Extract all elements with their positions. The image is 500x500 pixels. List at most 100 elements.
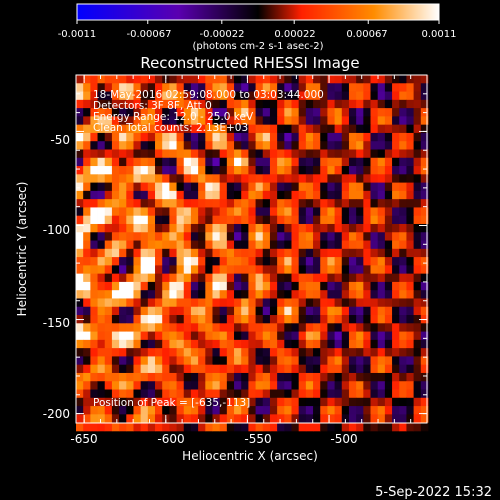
heatmap-cell bbox=[399, 298, 407, 308]
y-axis-title: Heliocentric Y (arcsec) bbox=[15, 182, 29, 317]
heatmap-cell bbox=[248, 406, 256, 415]
heatmap-cell bbox=[133, 75, 142, 84]
heatmap-cell bbox=[97, 281, 106, 291]
heatmap-cell bbox=[190, 91, 199, 101]
heatmap-cell bbox=[176, 339, 185, 349]
heatmap-cell bbox=[76, 372, 84, 382]
heatmap-cell bbox=[399, 91, 407, 101]
heatmap-cell bbox=[305, 149, 314, 159]
heatmap-cell bbox=[413, 364, 422, 374]
heatmap-cell bbox=[277, 215, 285, 225]
heatmap-cell bbox=[169, 99, 177, 109]
heatmap-cell bbox=[291, 348, 300, 357]
heatmap-cell bbox=[226, 174, 235, 183]
heatmap-cell bbox=[205, 166, 213, 175]
y-tick-label-2: -150 bbox=[43, 316, 70, 330]
heatmap-cell bbox=[313, 157, 321, 167]
heatmap-cell bbox=[399, 166, 407, 175]
heatmap-cell bbox=[90, 306, 98, 316]
heatmap-cell bbox=[176, 141, 185, 150]
heatmap-cell bbox=[140, 298, 149, 308]
heatmap-cell bbox=[377, 232, 386, 241]
heatmap-cell bbox=[313, 108, 321, 117]
heatmap-cell bbox=[183, 406, 192, 415]
heatmap-cell bbox=[370, 331, 379, 341]
heatmap-cell bbox=[119, 174, 127, 183]
heatmap-cell bbox=[234, 141, 242, 150]
heatmap-cell bbox=[212, 406, 221, 415]
heatmap-cell bbox=[198, 356, 206, 366]
heatmap-cell bbox=[169, 223, 177, 233]
heatmap-cell bbox=[334, 364, 343, 374]
heatmap-cell bbox=[219, 364, 228, 374]
heatmap-cell bbox=[269, 75, 278, 84]
heatmap-cell bbox=[320, 108, 328, 117]
heatmap-cell bbox=[176, 232, 185, 241]
heatmap-cell bbox=[140, 240, 149, 250]
heatmap-cell bbox=[90, 290, 98, 299]
heatmap-cell bbox=[298, 281, 307, 291]
heatmap-cell bbox=[104, 364, 113, 374]
heatmap-cell bbox=[327, 199, 335, 208]
heatmap-cell bbox=[377, 157, 386, 167]
heatmap-cell bbox=[205, 356, 213, 366]
heatmap-cell bbox=[111, 389, 120, 399]
heatmap-cell bbox=[90, 240, 98, 250]
heatmap-cell bbox=[76, 116, 84, 126]
heatmap-cell bbox=[305, 364, 314, 374]
heatmap-cell bbox=[234, 364, 242, 374]
heatmap-cell bbox=[126, 331, 134, 341]
heatmap-cell bbox=[83, 182, 91, 192]
heatmap-cell bbox=[420, 223, 429, 233]
heatmap-cell bbox=[356, 149, 364, 159]
heatmap-cell bbox=[305, 232, 314, 241]
heatmap-cell bbox=[205, 75, 213, 84]
heatmap-cell bbox=[298, 273, 307, 283]
heatmap-cell bbox=[241, 323, 249, 332]
heatmap-cell bbox=[413, 215, 422, 225]
heatmap-cell bbox=[348, 141, 357, 150]
heatmap-cell bbox=[169, 356, 177, 366]
heatmap-cell bbox=[291, 248, 300, 258]
heatmap-cell bbox=[205, 124, 213, 134]
heatmap-cell bbox=[370, 414, 379, 424]
heatmap-cell bbox=[219, 75, 228, 84]
heatmap-cell bbox=[420, 207, 429, 217]
heatmap-cell bbox=[169, 364, 177, 374]
heatmap-cell bbox=[205, 281, 213, 291]
heatmap-cell bbox=[291, 99, 300, 109]
heatmap-cell bbox=[212, 298, 221, 308]
heatmap-cell bbox=[126, 141, 134, 150]
heatmap-cell bbox=[255, 91, 264, 101]
heatmap-cell bbox=[334, 339, 343, 349]
heatmap-cell bbox=[212, 281, 221, 291]
heatmap-cell bbox=[83, 75, 91, 84]
heatmap-cell bbox=[162, 406, 170, 415]
heatmap-cell bbox=[212, 215, 221, 225]
heatmap-cell bbox=[248, 306, 256, 316]
heatmap-cell bbox=[176, 83, 185, 92]
heatmap-cell bbox=[147, 149, 156, 159]
heatmap-cell bbox=[356, 406, 364, 415]
heatmap-cell bbox=[97, 232, 106, 241]
heatmap-cell bbox=[392, 281, 400, 291]
heatmap-cell bbox=[104, 232, 113, 241]
heatmap-cell bbox=[97, 414, 106, 424]
heatmap-cell bbox=[104, 108, 113, 117]
heatmap-cell bbox=[327, 257, 335, 266]
heatmap-cell bbox=[83, 149, 91, 159]
heatmap-cell bbox=[363, 157, 371, 167]
heatmap-cell bbox=[83, 174, 91, 183]
heatmap-cell bbox=[155, 389, 163, 399]
heatmap-cell bbox=[248, 207, 256, 217]
heatmap-cell bbox=[76, 273, 84, 283]
heatmap-cell bbox=[155, 75, 163, 84]
heatmap-cell bbox=[241, 248, 249, 258]
heatmap-cell bbox=[420, 339, 429, 349]
heatmap-cell bbox=[234, 199, 242, 208]
heatmap-cell bbox=[205, 306, 213, 316]
heatmap-cell bbox=[320, 323, 328, 332]
heatmap-cell bbox=[392, 232, 400, 241]
heatmap-cell bbox=[126, 315, 134, 324]
heatmap-cell bbox=[219, 356, 228, 366]
